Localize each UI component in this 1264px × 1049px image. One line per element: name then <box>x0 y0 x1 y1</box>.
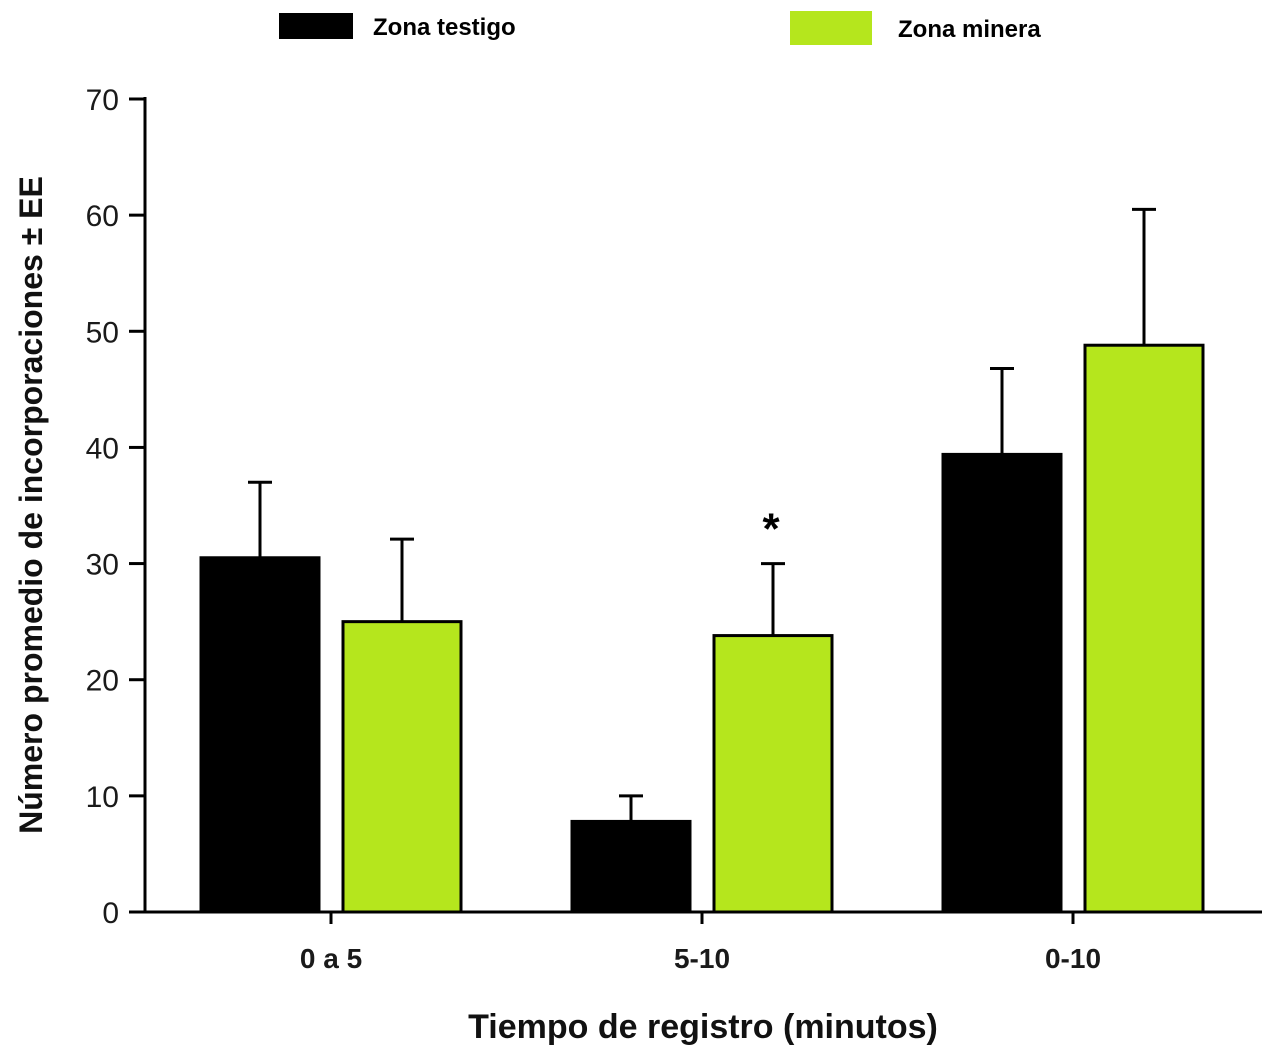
bar-1-1 <box>712 634 834 914</box>
y-tick-label-6: 60 <box>86 200 119 233</box>
bar-1-2 <box>1083 343 1205 914</box>
bar-0-0 <box>199 556 321 914</box>
legend-swatch-0 <box>279 13 353 39</box>
significance-marker-0: * <box>762 505 780 554</box>
legend-swatch-1 <box>790 11 872 45</box>
x-tick-label-1: 5-10 <box>674 943 730 974</box>
y-tick-label-5: 50 <box>86 316 119 349</box>
y-tick-label-7: 70 <box>86 84 119 117</box>
x-axis-title: Tiempo de registro (minutos) <box>468 1008 938 1046</box>
legend-label-0: Zona testigo <box>373 14 516 41</box>
bar-1-0 <box>341 620 463 914</box>
y-axis-title: Número promedio de incorporaciones ± EE <box>13 176 49 834</box>
bar-0-1 <box>570 819 692 914</box>
y-tick-label-1: 10 <box>86 781 119 814</box>
x-tick-label-2: 0-10 <box>1045 943 1101 974</box>
x-tick-label-0: 0 a 5 <box>300 943 362 974</box>
y-tick-label-2: 20 <box>86 665 119 698</box>
legend-label-1: Zona minera <box>898 16 1041 43</box>
y-tick-label-4: 40 <box>86 432 119 465</box>
y-tick-label-0: 0 <box>102 897 119 930</box>
y-tick-label-3: 30 <box>86 549 119 582</box>
bar-0-2 <box>941 452 1063 914</box>
